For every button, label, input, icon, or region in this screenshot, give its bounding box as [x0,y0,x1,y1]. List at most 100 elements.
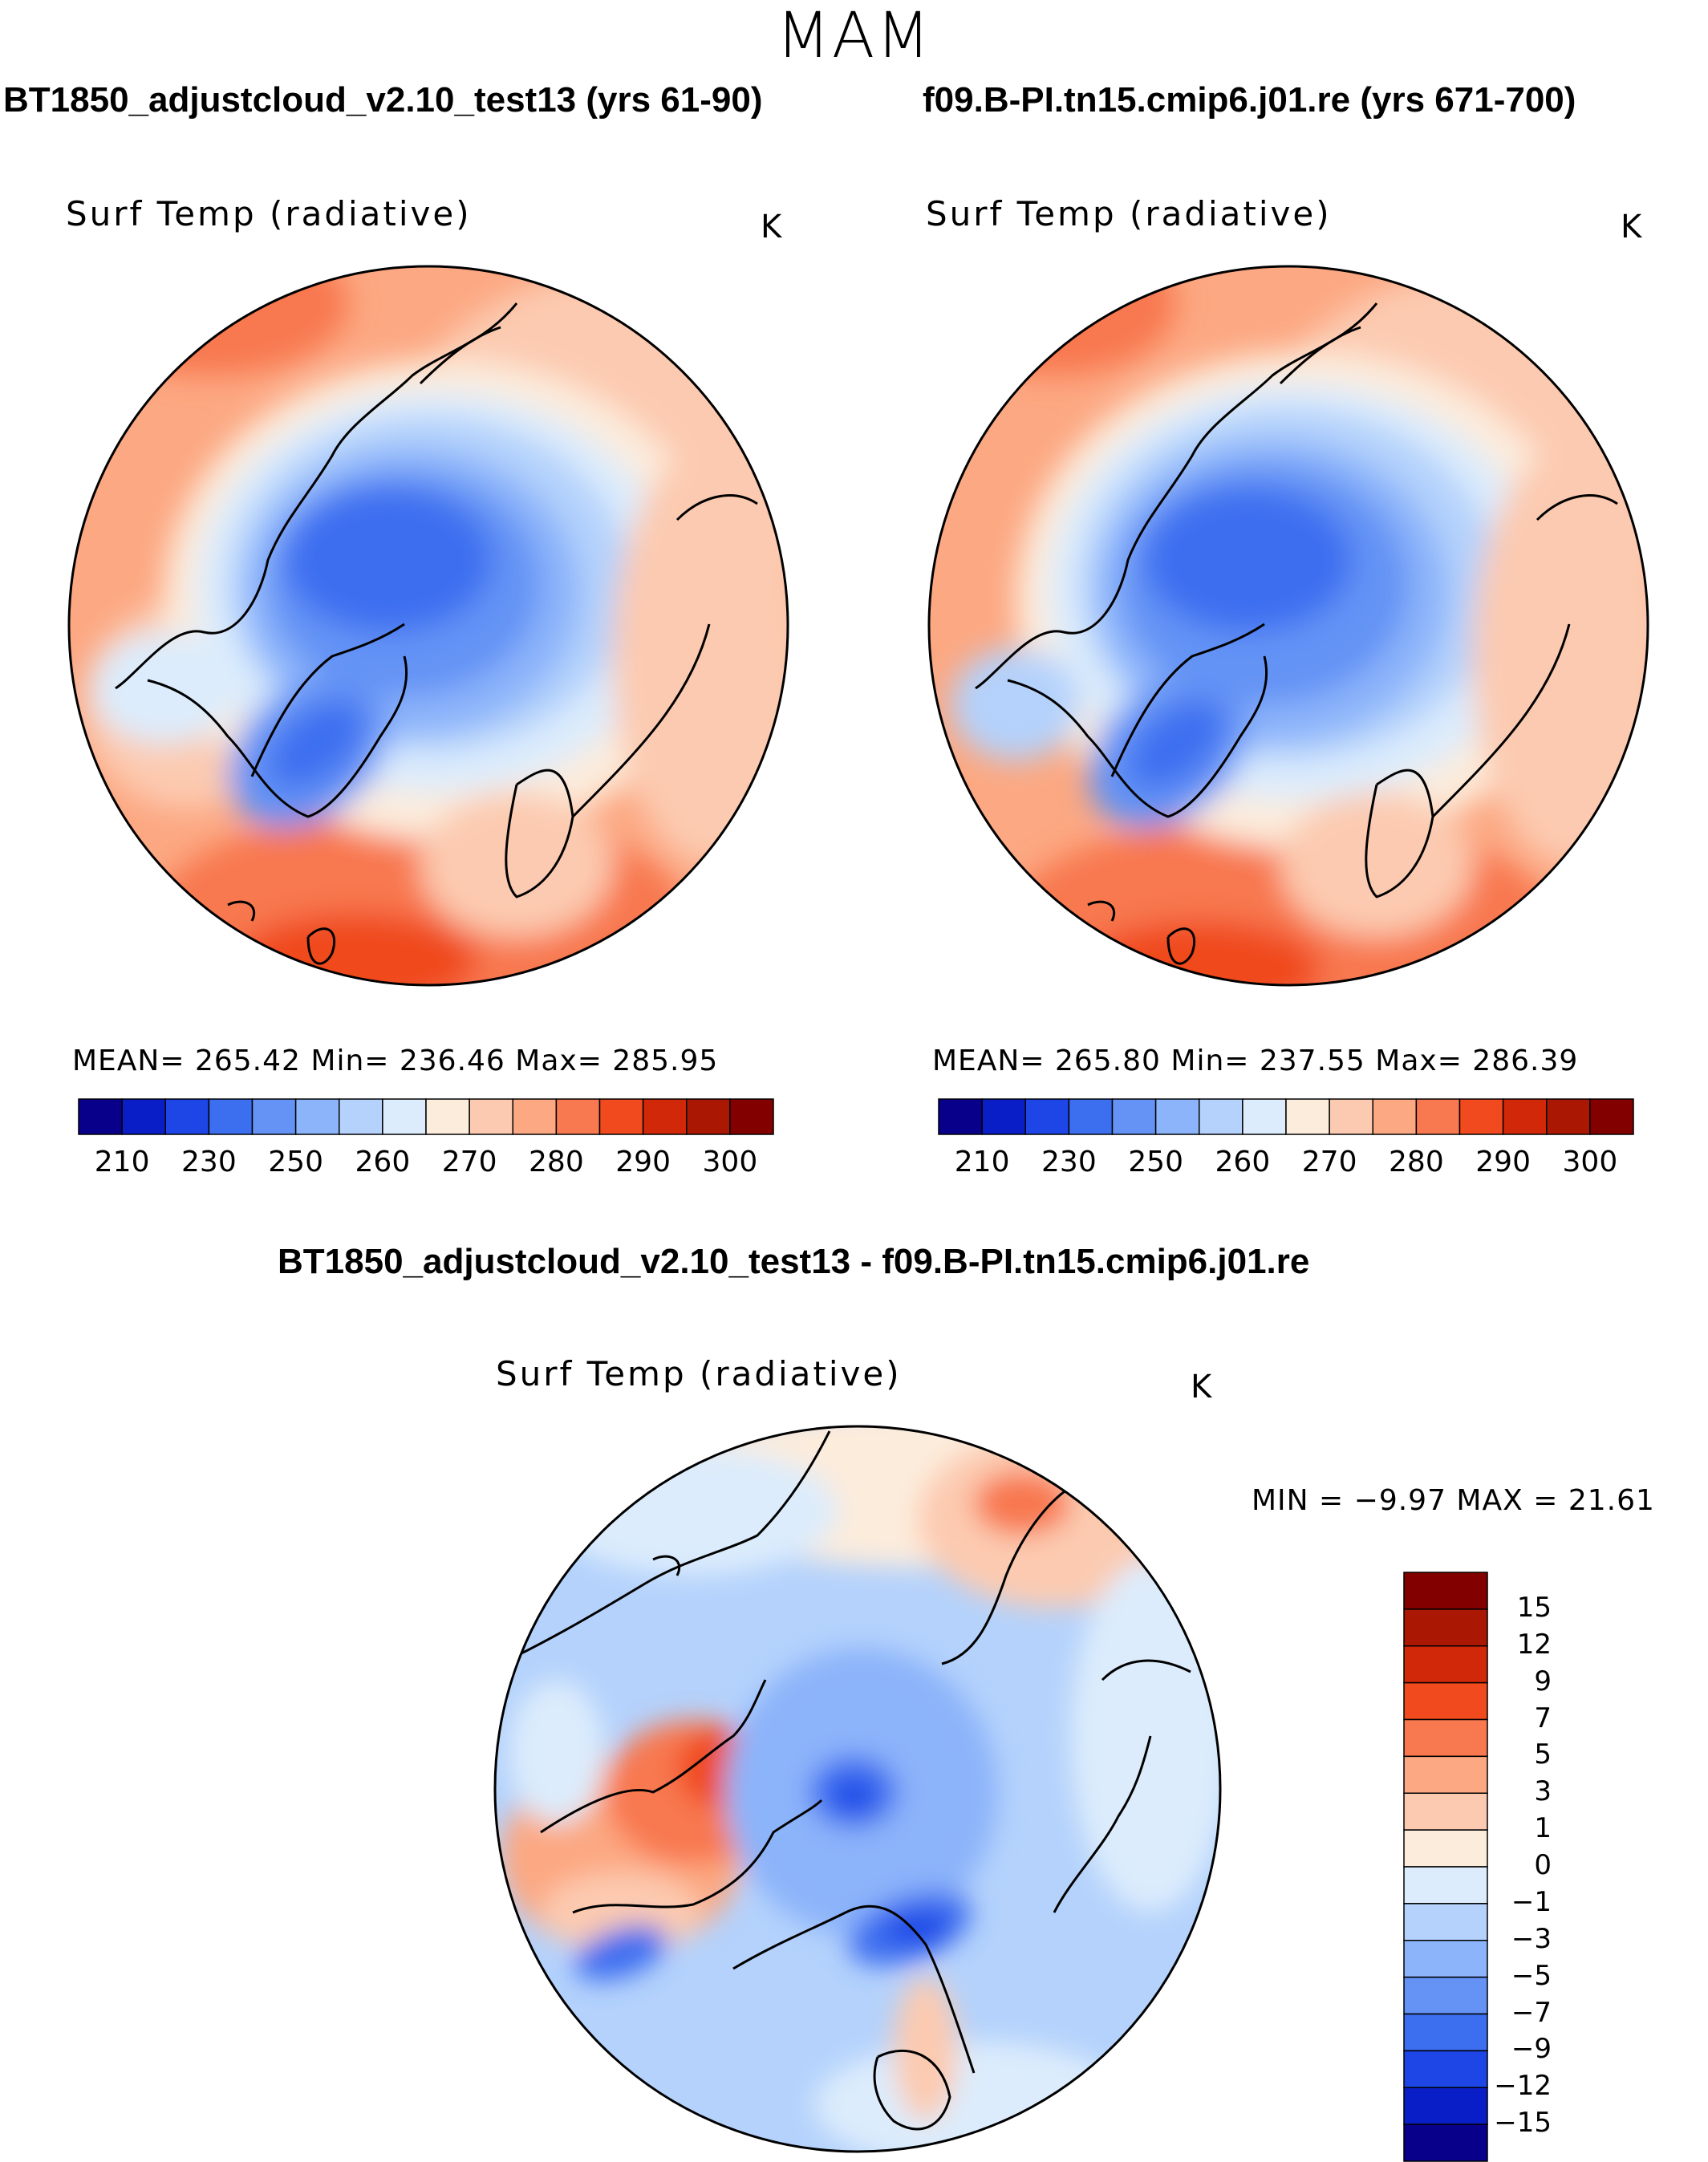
diff-unit-label: K [1191,1369,1212,1406]
diff-colorbar-tick-label: 1 [1534,1812,1552,1845]
left-polar-map [67,265,789,987]
right-colorbar-swatch [1329,1098,1373,1135]
diff-colorbar-swatch [1403,2123,1488,2162]
left-colorbar-swatch [208,1098,254,1135]
left-colorbar-swatch [686,1098,731,1135]
diff-colorbar-swatch [1403,1866,1488,1904]
right-unit-label: K [1621,209,1642,245]
diff-colorbar-swatch [1403,1755,1488,1794]
left-colorbar-swatch [339,1098,383,1135]
diff-colorbar-tick-label: 0 [1534,1849,1552,1881]
right-colorbar-swatch [1546,1098,1591,1135]
diff-case-title: BT1850_adjustcloud_v2.10_test13 - f09.B-… [278,1242,1310,1281]
left-colorbar-swatch [729,1098,774,1135]
right-colorbar-swatch [1502,1098,1548,1135]
right-colorbar-swatch [1242,1098,1287,1135]
left-colorbar-tick-label: 270 [441,1146,497,1178]
right-colorbar-tick-label: 250 [1128,1146,1183,1178]
right-case-title: f09.B-PI.tn15.cmip6.j01.re (yrs 671-700) [923,80,1576,120]
right-colorbar-swatch [1589,1098,1634,1135]
diff-colorbar-tick-label: −9 [1511,2033,1552,2066]
right-colorbar-tick-label: 290 [1475,1146,1531,1178]
left-colorbar-tick-label: 250 [268,1146,323,1178]
left-stats-text: MEAN= 265.42 Min= 236.46 Max= 285.95 [72,1044,719,1077]
right-colorbar-swatch [981,1098,1026,1135]
right-variable-label: Surf Temp (radiative) [926,194,1332,233]
left-colorbar-tick-label: 280 [529,1146,584,1178]
diff-colorbar-tick-label: 5 [1534,1738,1552,1771]
diff-colorbar-swatch [1403,1608,1488,1647]
diff-colorbar-tick-label: 7 [1534,1702,1552,1734]
left-colorbar-tick-label: 290 [615,1146,671,1178]
diff-colorbar-swatch [1403,1792,1488,1831]
left-colorbar-ticks: 210 230 250 260 270 280 290 300 [79,1146,773,1182]
right-colorbar-swatch [1154,1098,1200,1135]
diff-colorbar-ticks: 15 12 9 7 5 3 1 0 −1 −3 −5 −7 −9 −12 −15 [1487,1572,1576,2161]
diff-colorbar-tick-label: −1 [1511,1885,1552,1918]
season-title: MAM [776,0,932,72]
diff-colorbar-tick-label: 12 [1516,1628,1552,1661]
left-variable-label: Surf Temp (radiative) [66,194,472,233]
right-stats-text: MEAN= 265.80 Min= 237.55 Max= 286.39 [932,1044,1579,1077]
diff-colorbar-swatch [1403,1903,1488,1941]
right-colorbar-swatch [1111,1098,1157,1135]
left-colorbar-swatch [121,1098,166,1135]
right-colorbar-swatch [1372,1098,1418,1135]
right-colorbar-tick-label: 260 [1215,1146,1271,1178]
diff-colorbar-tick-label: −5 [1511,1959,1552,1992]
left-colorbar-swatch [294,1098,340,1135]
right-colorbar-swatch [1068,1098,1114,1135]
diff-polar-map [493,1425,1222,2153]
right-colorbar-swatch [1024,1098,1070,1135]
left-colorbar-swatch [642,1098,688,1135]
right-colorbar-tick-label: 230 [1041,1146,1097,1178]
right-colorbar-swatch [1285,1098,1330,1135]
left-colorbar-swatch [78,1098,123,1135]
diff-colorbar-swatch [1403,1645,1488,1684]
left-colorbar-tick-label: 300 [702,1146,758,1178]
left-colorbar-swatch [251,1098,297,1135]
diff-variable-label: Surf Temp (radiative) [496,1354,902,1393]
right-colorbar [938,1098,1634,1135]
left-colorbar-swatch [164,1098,210,1135]
left-colorbar-swatch [425,1098,470,1135]
right-polar-map [927,265,1649,987]
diff-colorbar-swatch [1403,1718,1488,1758]
left-colorbar [78,1098,774,1135]
left-colorbar-tick-label: 230 [181,1146,237,1178]
diff-colorbar-tick-label: −3 [1511,1922,1552,1955]
diff-colorbar-swatch [1403,1829,1488,1868]
left-case-title: BT1850_adjustcloud_v2.10_test13 (yrs 61-… [3,80,763,120]
left-colorbar-swatch [512,1098,558,1135]
diff-colorbar-tick-label: −7 [1511,1996,1552,2029]
right-colorbar-swatch [1199,1098,1243,1135]
right-colorbar-ticks: 210 230 250 260 270 280 290 300 [939,1146,1633,1182]
left-colorbar-tick-label: 260 [355,1146,411,1178]
left-colorbar-tick-label: 210 [94,1146,150,1178]
diff-colorbar [1403,1572,1488,2162]
right-colorbar-swatch [1415,1098,1461,1135]
diff-colorbar-swatch [1403,2050,1488,2088]
diff-colorbar-tick-label: 15 [1516,1591,1552,1624]
right-colorbar-tick-label: 280 [1389,1146,1444,1178]
diff-colorbar-tick-label: −12 [1494,2070,1552,2103]
diff-colorbar-swatch [1403,2013,1488,2052]
diff-stats-text: MIN = −9.97 MAX = 21.61 [1252,1484,1655,1517]
diff-colorbar-swatch [1403,1976,1488,2015]
right-colorbar-swatch [1458,1098,1504,1135]
diff-colorbar-tick-label: 9 [1534,1665,1552,1698]
diff-colorbar-tick-label: −15 [1494,2107,1552,2140]
diff-colorbar-swatch [1403,1940,1488,1978]
left-unit-label: K [761,209,782,245]
left-colorbar-swatch [598,1098,644,1135]
left-colorbar-swatch [382,1098,427,1135]
diff-colorbar-swatch [1403,1681,1488,1721]
right-colorbar-tick-label: 270 [1301,1146,1357,1178]
right-colorbar-tick-label: 300 [1562,1146,1618,1178]
diff-colorbar-swatch [1403,1572,1488,1610]
diff-colorbar-swatch [1403,2087,1488,2125]
diff-colorbar-tick-label: 3 [1534,1775,1552,1808]
right-colorbar-swatch [938,1098,983,1135]
left-colorbar-swatch [469,1098,513,1135]
left-colorbar-swatch [555,1098,601,1135]
